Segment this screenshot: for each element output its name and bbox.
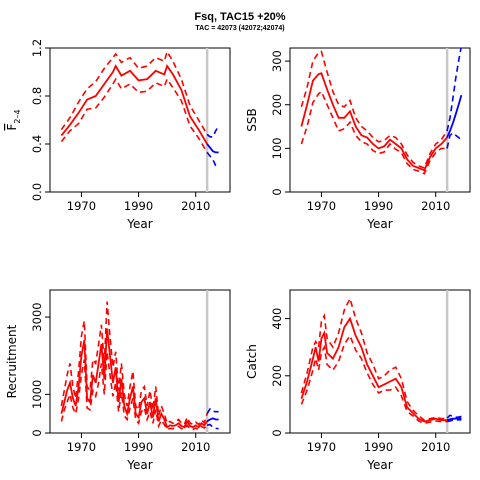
plot-frame — [49, 47, 231, 193]
y-axis-label-main: Catch — [245, 344, 259, 379]
x-tick-label: 2010 — [421, 199, 450, 213]
y-tick-label: 200 — [270, 365, 284, 387]
projection-median-line — [446, 417, 462, 421]
panel-ssb: 1970 1990 2010 0 100 200 300 Year SSB — [245, 47, 471, 231]
x-axis-label: Year — [366, 458, 392, 472]
y-tick-label: 0.4 — [30, 135, 44, 153]
projection-median-line — [206, 143, 219, 154]
x-tick-label: 1970 — [67, 199, 96, 213]
x-tick-label: 1990 — [124, 199, 153, 213]
projection-lower-line — [206, 151, 220, 169]
historic-upper-line — [60, 49, 208, 135]
y-tick-label: 300 — [270, 50, 284, 72]
y-axis-label-main: F — [5, 124, 19, 131]
projection-lower-line — [206, 423, 219, 430]
historic-lower-line — [300, 334, 448, 425]
historic-lower-line — [60, 77, 208, 153]
y-axis-label: SSB — [245, 108, 259, 131]
figure-subtitle: TAC = 42073 (42072;42074) — [195, 25, 284, 32]
y-tick-label: 200 — [270, 94, 284, 116]
projection-upper-line — [206, 125, 220, 138]
x-tick-label: 1990 — [364, 440, 393, 454]
x-axis-label: Year — [126, 217, 152, 231]
panel-recruitment: 1970 1990 2010 0 1000 3000 Year Recruitment — [5, 289, 231, 472]
panel-catch: 1970 1990 2010 0 200 400 Year Catch — [245, 289, 471, 472]
y-tick-label: 1.2 — [30, 39, 44, 57]
y-tick-label: 400 — [270, 308, 284, 330]
x-axis-label: Year — [126, 458, 152, 472]
panel-f: 1970 1990 2010 0.0 0.4 0.8 1.2 Year F2–4 — [5, 39, 231, 231]
projection-lower-line — [446, 418, 462, 423]
projection-upper-line — [446, 414, 462, 419]
y-axis-label: Catch — [245, 344, 259, 379]
y-tick-label: 0.0 — [30, 183, 44, 201]
historic-upper-line — [300, 50, 448, 170]
projection-upper-line — [446, 48, 462, 132]
y-tick-label: 100 — [270, 137, 284, 159]
historic-upper-line — [60, 301, 208, 426]
y-tick-label: 0 — [270, 188, 284, 195]
x-tick-label: 1970 — [307, 440, 336, 454]
x-tick-label: 1970 — [307, 199, 336, 213]
historic-lower-line — [300, 90, 448, 175]
y-axis-label-main: SSB — [245, 108, 259, 131]
y-axis-label-sub: 2–4 — [13, 109, 22, 123]
x-tick-label: 2010 — [181, 199, 210, 213]
x-tick-label: 1970 — [67, 440, 96, 454]
series-group — [300, 296, 462, 425]
y-tick-label: 0 — [270, 429, 284, 436]
historic-median-line — [300, 316, 448, 423]
plot-frame — [289, 47, 471, 193]
projection-lower-line — [446, 132, 462, 149]
y-tick-label: 0 — [30, 429, 44, 436]
x-tick-label: 2010 — [421, 440, 450, 454]
projection-upper-line — [206, 407, 219, 415]
historic-median-line — [60, 328, 208, 429]
x-axis-label: Year — [366, 217, 392, 231]
series-group — [60, 49, 220, 169]
y-tick-label: 0.8 — [30, 87, 44, 105]
y-tick-label: 3000 — [30, 302, 44, 331]
y-axis-label: F2–4 — [5, 109, 22, 130]
series-group — [300, 48, 463, 175]
x-tick-label: 2010 — [181, 440, 210, 454]
y-tick-label: 1000 — [30, 380, 44, 409]
historic-median-line — [300, 72, 448, 172]
historic-upper-line — [300, 296, 448, 421]
historic-median-line — [60, 64, 208, 145]
projection-median-line — [206, 417, 219, 423]
plot-frame — [49, 289, 231, 434]
y-axis-label-main: Recruitment — [5, 324, 19, 398]
y-axis-label: Recruitment — [5, 324, 19, 398]
x-tick-label: 1990 — [124, 440, 153, 454]
projection-median-line — [446, 94, 463, 138]
plot-frame — [289, 289, 471, 434]
series-group — [60, 301, 219, 431]
historic-lower-line — [60, 351, 208, 431]
x-tick-label: 1990 — [364, 199, 393, 213]
figure-title: Fsq, TAC15 +20% — [194, 11, 285, 23]
